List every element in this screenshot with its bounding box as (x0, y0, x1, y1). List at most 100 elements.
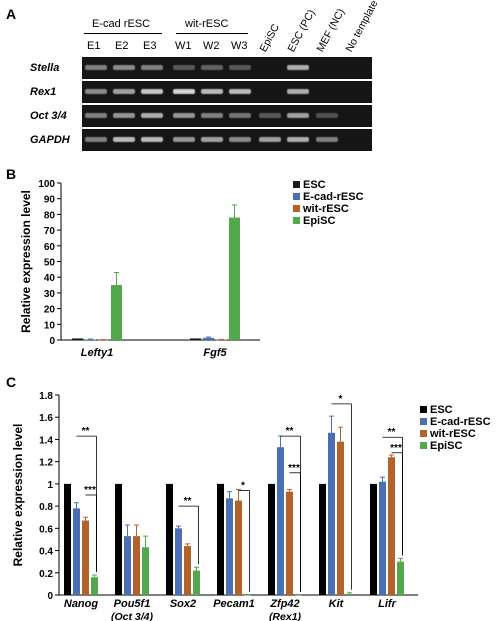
legend-label: wit-rESC (429, 428, 476, 440)
lane-label: W3 (231, 40, 248, 52)
significance-label: *** (288, 463, 300, 474)
category-label: Kit (329, 598, 345, 610)
gel-band (173, 113, 195, 118)
group-label-wit: wit-rESC (185, 18, 229, 30)
gene-label: Stella (30, 62, 60, 74)
significance-label: *** (84, 485, 96, 496)
gel-band (201, 137, 223, 142)
gel-strip (82, 81, 372, 103)
bar (337, 441, 344, 595)
bar (286, 491, 293, 595)
y-axis-label: Relative expression level (11, 424, 25, 567)
y-tick-label: 1.6 (39, 413, 53, 424)
y-tick-label: 0.4 (39, 547, 53, 558)
legend-swatch (293, 193, 300, 200)
gel-band (113, 89, 135, 94)
panel-a-letter: A (6, 6, 17, 22)
y-tick-label: 60 (44, 242, 56, 253)
lane-label-rotated: EpiSC (257, 22, 282, 54)
group-label-ecad: E-cad rESC (92, 18, 151, 30)
gel-band (229, 137, 251, 142)
legend-swatch (420, 442, 427, 449)
gel-band (229, 89, 251, 94)
lane-label-rotated: No template (343, 0, 381, 54)
y-tick-label: 1.8 (39, 391, 53, 402)
bar (229, 217, 240, 340)
lane-label-rotated: MEF (NC) (314, 6, 348, 54)
gel-band (316, 137, 338, 142)
y-tick-label: 1.2 (39, 458, 53, 469)
bar (370, 483, 377, 595)
gene-label: GAPDH (30, 134, 70, 146)
gel-band (287, 137, 309, 142)
y-tick-label: 0 (49, 336, 55, 347)
bar (111, 285, 122, 340)
group-underline (84, 33, 162, 34)
significance-label: * (339, 394, 343, 405)
gel-band (141, 137, 163, 142)
y-tick-label: 0.6 (39, 524, 53, 535)
y-tick-label: 1.4 (39, 435, 53, 446)
bar (268, 483, 275, 595)
lane-label: E3 (143, 40, 157, 52)
lane-label: E1 (87, 40, 101, 52)
gel-band (287, 113, 309, 118)
gel-band (85, 137, 107, 142)
bar (124, 536, 131, 595)
category-label: Lefty1 (81, 347, 113, 359)
gel-band (201, 89, 223, 94)
gene-label: Oct 3/4 (30, 110, 67, 122)
chart-b: 0 10 20 30 40 50 60 70 80 90 100 Relative expressio… (19, 179, 364, 359)
legend-swatch (420, 418, 427, 425)
bar (72, 338, 83, 340)
significance-label: * (241, 481, 245, 492)
bar (203, 337, 214, 340)
category-label: Fgf5 (203, 347, 227, 359)
y-tick-label: 0.2 (39, 569, 53, 580)
significance-label: ** (286, 426, 294, 437)
gel-band (201, 113, 223, 118)
gel-band (85, 65, 107, 70)
bar (64, 483, 71, 595)
bar (328, 432, 335, 595)
category-label: Lifr (378, 598, 396, 610)
bar (193, 570, 200, 595)
group-underline (176, 33, 248, 34)
bar (346, 593, 353, 595)
legend-swatch (420, 430, 427, 437)
bar (397, 561, 404, 595)
gel-band (201, 65, 223, 70)
legend-swatch (293, 181, 300, 188)
category-label: Nanog (64, 598, 99, 610)
gel-band (113, 65, 135, 70)
significance-label: ** (388, 427, 396, 438)
y-tick-label: 90 (44, 195, 56, 206)
bar (244, 595, 251, 596)
bar (91, 577, 98, 595)
bar (73, 508, 80, 595)
y-tick-label: 40 (44, 273, 56, 284)
bar (319, 483, 326, 595)
bar (142, 547, 149, 595)
legend-label: wit-rESC (302, 203, 349, 215)
gel-band (287, 65, 309, 70)
significance-label: ** (184, 496, 192, 507)
gel-band (85, 89, 107, 94)
gel-band (113, 113, 135, 118)
gel-band (85, 113, 107, 118)
legend-label: ESC (430, 404, 453, 416)
gel-band (141, 65, 163, 70)
legend-label: E-cad-rESC (303, 191, 364, 203)
panel-c-letter: C (6, 374, 17, 390)
gel-band (259, 137, 281, 142)
category-label: Sox2 (170, 598, 196, 610)
legend-label: EpiSC (430, 440, 462, 452)
y-tick-label: 30 (44, 289, 56, 300)
y-tick-label: 0 (47, 591, 53, 602)
legend-label: EpiSC (303, 215, 335, 227)
bar (166, 483, 173, 595)
bar (379, 481, 386, 595)
category-sublabel: (Rex1) (269, 611, 302, 621)
gel-band (229, 65, 251, 70)
y-tick-label: 100 (38, 179, 55, 190)
